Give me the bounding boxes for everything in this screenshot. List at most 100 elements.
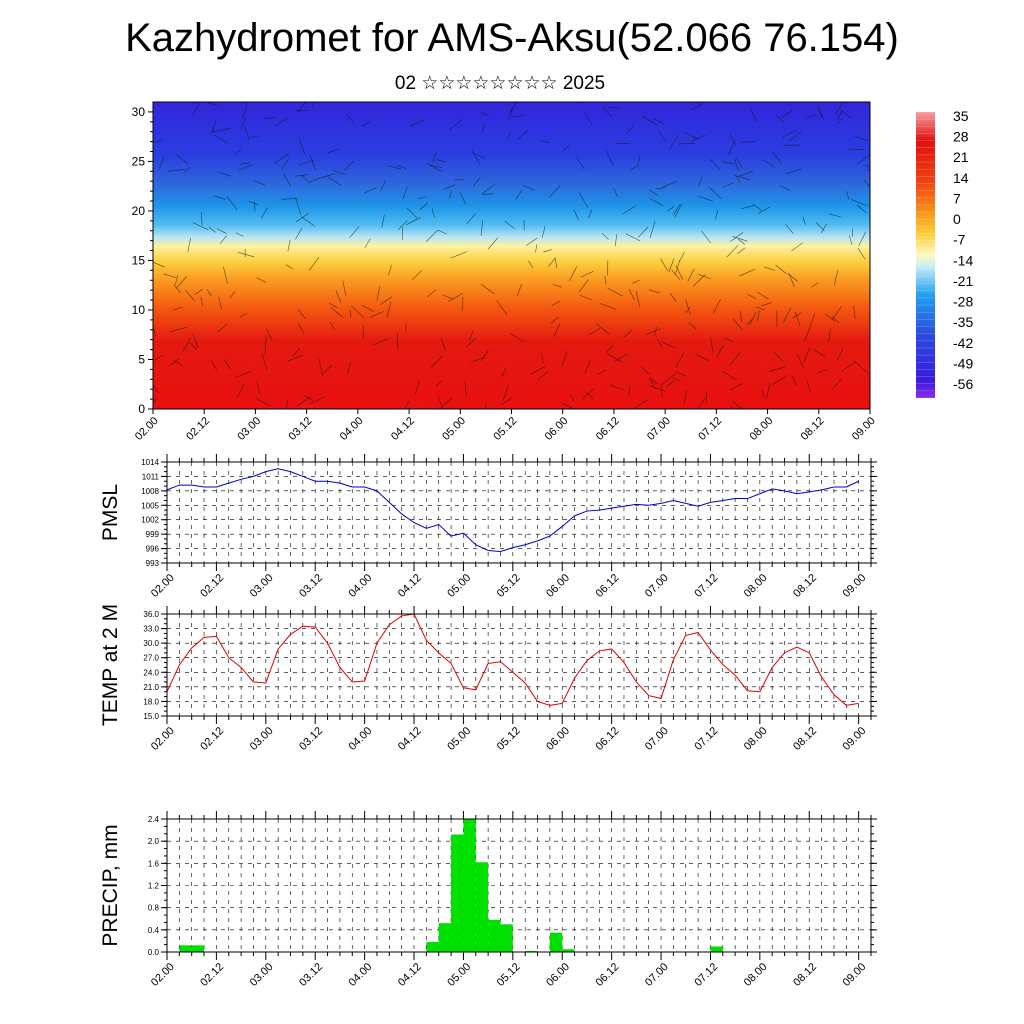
wind-vector [766, 382, 771, 400]
y-tick-label: 36.0 [143, 610, 159, 619]
wind-vector [653, 118, 665, 125]
wind-vector [586, 392, 594, 400]
x-tick-label: 08.00 [747, 415, 775, 443]
wind-vector [502, 385, 510, 401]
wind-vector [772, 151, 782, 164]
wind-vector [837, 347, 844, 361]
wind-vector [781, 129, 798, 138]
wind-vector [153, 384, 159, 394]
wind-vector [580, 295, 592, 301]
wind-vector [388, 265, 392, 276]
wind-vector [794, 311, 801, 327]
wind-vector [666, 380, 675, 387]
wind-vector [803, 347, 810, 362]
wind-vector [539, 140, 550, 144]
x-tick-label: 04.00 [347, 725, 375, 753]
wind-vector [575, 156, 585, 170]
colorbar-label: -49 [953, 355, 973, 371]
wind-vector [678, 142, 695, 145]
y-tick-label: 25 [132, 154, 146, 168]
wind-vector [737, 247, 746, 254]
wind-vector [749, 311, 757, 326]
wind-vector [237, 251, 255, 258]
wind-vector [343, 160, 355, 171]
wind-vector [239, 312, 247, 318]
wind-vector [364, 238, 371, 248]
wind-vector [669, 292, 677, 302]
y-tick-label: 15.0 [143, 712, 159, 721]
wind-vector [223, 266, 228, 284]
wind-vector [481, 193, 493, 195]
wind-vector [722, 182, 734, 188]
x-tick-label: 07.12 [696, 415, 724, 443]
x-tick-label: 05.12 [491, 415, 519, 443]
wind-vector [857, 248, 866, 260]
x-tick-label: 05.12 [495, 572, 523, 600]
wind-vector [217, 323, 228, 333]
x-tick-label: 02.12 [198, 725, 226, 753]
wind-vector [311, 102, 315, 107]
wind-vector [235, 232, 244, 237]
wind-vector [709, 158, 721, 170]
wind-vector [240, 162, 251, 165]
wind-vector [738, 238, 745, 245]
wind-vector [781, 110, 793, 118]
x-tick-label: 06.12 [594, 415, 622, 443]
wind-vector [655, 186, 667, 190]
wind-vector [308, 256, 320, 271]
wind-vector [649, 221, 656, 239]
wind-vector [440, 337, 446, 351]
wind-vector [785, 224, 794, 234]
wind-vector [613, 188, 618, 198]
wind-vector [731, 400, 743, 409]
wind-vector [173, 359, 183, 366]
wind-vector [675, 259, 681, 275]
wind-vector [835, 102, 845, 115]
panel-frame [166, 461, 872, 564]
wind-vector [596, 323, 610, 335]
x-tick-label: 06.12 [594, 961, 622, 989]
wind-vector [726, 245, 739, 258]
wind-vector [854, 361, 868, 374]
wind-vector [219, 235, 227, 245]
wind-vector [562, 145, 570, 152]
x-tick-label: 05.12 [495, 961, 523, 989]
y-tick-label: 30.0 [143, 639, 159, 648]
wind-vector [731, 405, 733, 409]
y-tick-label: 27.0 [143, 654, 159, 663]
wind-vector [625, 233, 641, 242]
x-tick-label: 08.12 [791, 572, 819, 600]
x-tick-label: 07.00 [643, 725, 671, 753]
wind-vector [554, 258, 558, 268]
wind-vector [851, 199, 868, 207]
wind-vector [187, 237, 191, 253]
wind-vector [816, 222, 825, 232]
wind-vector [573, 209, 580, 221]
wind-vector [414, 380, 421, 395]
wind-vector [402, 186, 408, 200]
y-axis-label: PMSL [99, 484, 122, 541]
wind-vector [285, 399, 289, 409]
wind-vector [295, 227, 303, 240]
wind-vector [672, 204, 681, 216]
wind-vector [169, 358, 180, 366]
wind-vector [761, 388, 765, 398]
wind-vector [724, 337, 734, 342]
wind-vector [261, 207, 268, 219]
wind-vector [738, 268, 756, 277]
wind-vector [841, 361, 857, 372]
wind-vector [697, 195, 713, 202]
wind-vector [810, 282, 819, 288]
wind-vector [543, 249, 552, 253]
wind-vector [840, 109, 852, 119]
wind-vector [634, 398, 649, 409]
wind-vector [758, 206, 770, 214]
wind-vector [755, 306, 765, 311]
wind-vector [256, 380, 261, 395]
y-tick-label: 1.6 [148, 859, 160, 868]
wind-vector [253, 180, 266, 186]
wind-vector [242, 102, 248, 119]
wind-vector [226, 196, 238, 211]
wind-vector [836, 117, 843, 125]
wind-vector [729, 133, 737, 146]
